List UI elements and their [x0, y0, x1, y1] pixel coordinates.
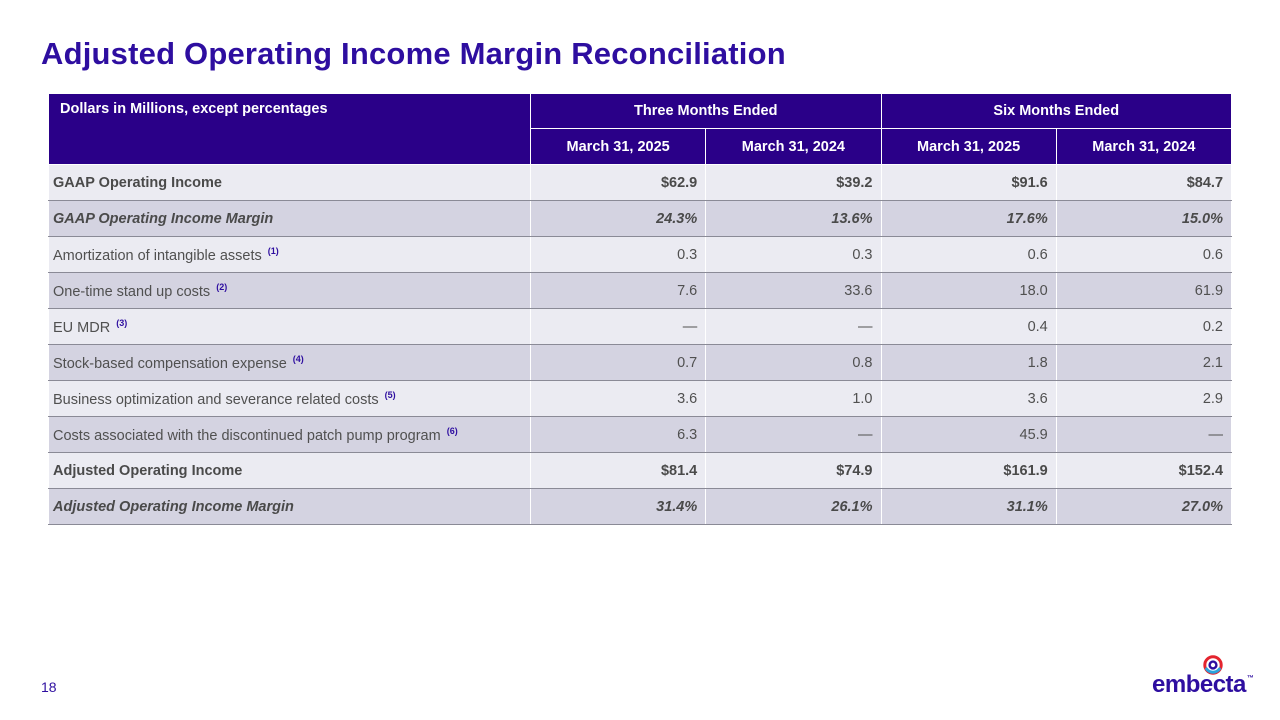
cell-value: 45.9: [880, 416, 1057, 453]
group-header-six-months: Six Months Ended: [880, 93, 1233, 129]
column-header: March 31, 2024: [705, 128, 882, 165]
row-label: Adjusted Operating Income: [48, 452, 531, 489]
row-label: Business optimization and severance rela…: [48, 380, 531, 417]
table-row: GAAP Operating Income Margin 24.3% 13.6%…: [48, 200, 1233, 237]
group-header-three-months: Three Months Ended: [530, 93, 882, 129]
cell-value: 2.9: [1055, 380, 1233, 417]
footnote-marker: (2): [216, 281, 228, 292]
cell-value: 13.6%: [705, 200, 882, 237]
cell-value: 1.0: [705, 380, 882, 417]
table-row: EU MDR (3) — — 0.4 0.2: [48, 308, 1233, 345]
cell-value: $152.4: [1055, 452, 1233, 489]
column-header: March 31, 2024: [1055, 128, 1233, 165]
cell-value: 0.3: [705, 236, 882, 273]
column-header: March 31, 2025: [529, 128, 707, 165]
cell-value: 27.0%: [1055, 488, 1233, 525]
embecta-logo: embecta™: [1152, 654, 1256, 698]
cell-value: $62.9: [529, 164, 707, 201]
cell-value: 33.6: [705, 272, 882, 309]
table-row: Amortization of intangible assets (1) 0.…: [48, 236, 1233, 273]
row-label: EU MDR (3): [48, 308, 531, 345]
cell-value: —: [705, 308, 882, 345]
table-row: Stock-based compensation expense (4) 0.7…: [48, 344, 1233, 381]
table-row: GAAP Operating Income $62.9 $39.2 $91.6 …: [48, 164, 1233, 201]
table-row: One-time stand up costs (2) 7.6 33.6 18.…: [48, 272, 1233, 309]
row-label: One-time stand up costs (2): [48, 272, 531, 309]
table-row: Costs associated with the discontinued p…: [48, 416, 1233, 453]
cell-value: 2.1: [1055, 344, 1233, 381]
cell-value: $161.9: [880, 452, 1057, 489]
row-label: GAAP Operating Income: [48, 164, 531, 201]
cell-value: 1.8: [880, 344, 1057, 381]
row-label: Costs associated with the discontinued p…: [48, 416, 531, 453]
corner-header: Dollars in Millions, except percentages: [48, 93, 531, 165]
footnote-marker: (3): [116, 317, 128, 328]
cell-value: 0.6: [1055, 236, 1233, 273]
cell-value: 0.8: [705, 344, 882, 381]
cell-value: 24.3%: [529, 200, 707, 237]
row-label: Adjusted Operating Income Margin: [48, 488, 531, 525]
cell-value: 31.4%: [529, 488, 707, 525]
row-label: Stock-based compensation expense (4): [48, 344, 531, 381]
table-row: Adjusted Operating Income Margin 31.4% 2…: [48, 488, 1233, 525]
cell-value: 26.1%: [705, 488, 882, 525]
cell-value: $39.2: [705, 164, 882, 201]
cell-value: $84.7: [1055, 164, 1233, 201]
cell-value: 17.6%: [880, 200, 1057, 237]
footnote-marker: (5): [384, 389, 396, 400]
reconciliation-table: Dollars in Millions, except percentages …: [48, 93, 1233, 525]
row-label: Amortization of intangible assets (1): [48, 236, 531, 273]
footnote-marker: (6): [446, 425, 458, 436]
footnote-marker: (4): [292, 353, 304, 364]
cell-value: $91.6: [880, 164, 1057, 201]
cell-value: 7.6: [529, 272, 707, 309]
cell-value: 0.7: [529, 344, 707, 381]
cell-value: —: [529, 308, 707, 345]
table-row: Business optimization and severance rela…: [48, 380, 1233, 417]
cell-value: 0.4: [880, 308, 1057, 345]
row-label: GAAP Operating Income Margin: [48, 200, 531, 237]
cell-value: 3.6: [880, 380, 1057, 417]
cell-value: —: [1055, 416, 1233, 453]
cell-value: $81.4: [529, 452, 707, 489]
table-row: Adjusted Operating Income $81.4 $74.9 $1…: [48, 452, 1233, 489]
footnote-marker: (1): [267, 245, 279, 256]
cell-value: 3.6: [529, 380, 707, 417]
page-number: 18: [41, 679, 57, 695]
cell-value: 61.9: [1055, 272, 1233, 309]
cell-value: 31.1%: [880, 488, 1057, 525]
cell-value: 15.0%: [1055, 200, 1233, 237]
slide-title: Adjusted Operating Income Margin Reconci…: [41, 36, 786, 71]
cell-value: 0.3: [529, 236, 707, 273]
cell-value: 0.6: [880, 236, 1057, 273]
logo-mark-icon: [1203, 655, 1223, 675]
cell-value: —: [705, 416, 882, 453]
cell-value: 0.2: [1055, 308, 1233, 345]
cell-value: $74.9: [705, 452, 882, 489]
cell-value: 18.0: [880, 272, 1057, 309]
column-header: March 31, 2025: [880, 128, 1057, 165]
cell-value: 6.3: [529, 416, 707, 453]
logo-wordmark: embecta™: [1152, 671, 1254, 698]
